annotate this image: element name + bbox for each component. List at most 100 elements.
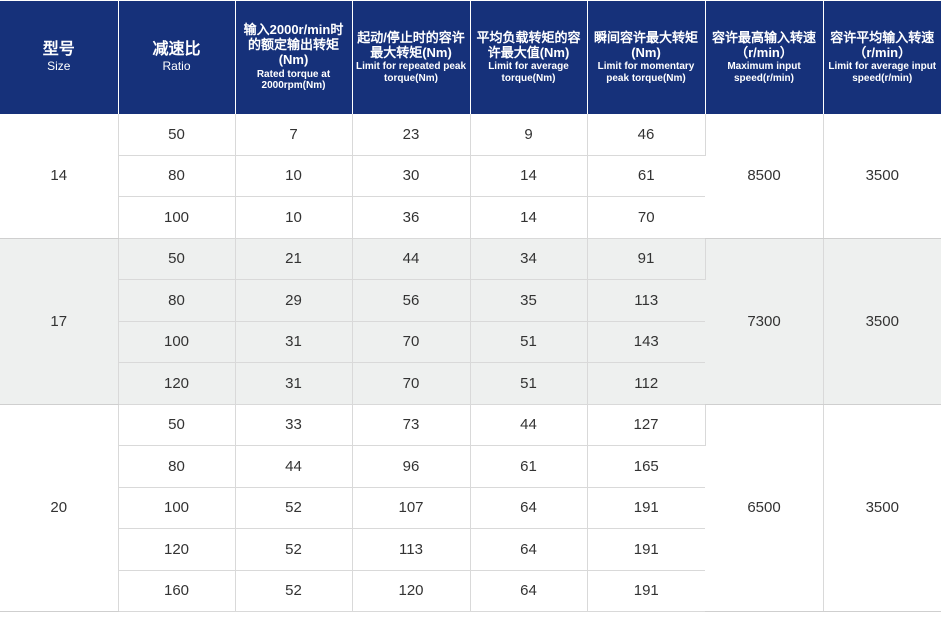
rated-torque-cell: 52 — [235, 528, 353, 571]
ratio-cell: 100 — [118, 196, 236, 239]
header-momentary-peak-cn: 瞬间容许最大转矩(Nm) — [593, 29, 698, 60]
average-torque-cell: 44 — [470, 404, 588, 446]
repeated-peak-cell: 23 — [352, 114, 471, 156]
rated-torque-cell: 10 — [235, 196, 353, 239]
momentary-peak-cell: 191 — [587, 487, 705, 529]
max-input-speed-cell: 7300 — [705, 238, 824, 405]
average-torque-cell: 9 — [470, 114, 588, 156]
repeated-peak-cell: 107 — [352, 487, 471, 529]
rated-torque-cell: 44 — [235, 445, 353, 488]
repeated-peak-cell: 96 — [352, 445, 471, 488]
ratio-cell: 50 — [118, 404, 236, 446]
max-input-speed-cell: 6500 — [705, 404, 824, 612]
momentary-peak-cell: 127 — [587, 404, 706, 446]
ratio-cell: 160 — [118, 570, 236, 612]
header-repeated-peak-en: Limit for repeated peak torque(Nm) — [355, 61, 467, 84]
repeated-peak-cell: 70 — [352, 362, 471, 405]
average-torque-cell: 51 — [470, 321, 588, 363]
header-row: 型号 Size 减速比 Ratio 输入2000r/min时的额定输出转矩(Nm… — [0, 1, 941, 114]
header-ratio-cn: 减速比 — [152, 40, 201, 58]
header-size-cn: 型号 — [42, 40, 75, 58]
repeated-peak-cell: 120 — [352, 570, 471, 612]
ratio-cell: 50 — [118, 114, 236, 156]
rated-torque-cell: 10 — [235, 155, 353, 197]
ratio-cell: 80 — [118, 445, 236, 488]
avg-input-speed-cell: 3500 — [823, 404, 941, 612]
momentary-peak-cell: 165 — [587, 445, 705, 488]
average-torque-cell: 14 — [470, 155, 588, 197]
table-row: 120 31 70 51 112 — [0, 362, 941, 405]
average-torque-cell: 64 — [470, 487, 588, 529]
rated-torque-cell: 31 — [235, 362, 353, 405]
table-row: 100 10 36 14 70 — [0, 196, 941, 239]
momentary-peak-cell: 112 — [587, 362, 705, 405]
repeated-peak-cell: 44 — [352, 238, 471, 280]
average-torque-cell: 64 — [470, 528, 588, 571]
header-rated-torque-en: Rated torque at 2000rpm(Nm) — [256, 68, 331, 92]
header-ratio: 减速比 Ratio — [118, 1, 236, 114]
rated-torque-cell: 52 — [235, 570, 353, 612]
table-row: 20 50 33 73 44 127 6500 3500 — [0, 404, 941, 612]
table-row: 100 52 107 64 191 — [0, 487, 941, 529]
repeated-peak-cell: 30 — [352, 155, 471, 197]
ratio-cell: 80 — [118, 279, 236, 322]
average-torque-cell: 64 — [470, 570, 588, 612]
header-max-input-speed: 容许最高输入转速（r/min） Maximum input speed(r/mi… — [705, 1, 824, 114]
momentary-peak-cell: 61 — [587, 155, 705, 197]
average-torque-cell: 35 — [470, 279, 588, 322]
header-avg-input-speed-cn: 容许平均输入转速（r/min） — [830, 29, 935, 60]
table-row: 160 52 120 64 191 — [0, 570, 941, 612]
momentary-peak-cell: 113 — [587, 279, 705, 322]
momentary-peak-cell: 70 — [587, 196, 705, 239]
ratio-cell: 100 — [118, 487, 236, 529]
table-row: 80 44 96 61 165 — [0, 445, 941, 488]
avg-input-speed-cell: 3500 — [823, 114, 941, 239]
momentary-peak-cell: 191 — [587, 528, 705, 571]
rated-torque-cell: 21 — [235, 238, 353, 280]
rated-torque-cell: 7 — [235, 114, 353, 156]
rated-torque-cell: 31 — [235, 321, 353, 363]
ratio-cell: 120 — [118, 362, 236, 405]
size-cell: 14 — [0, 114, 119, 239]
repeated-peak-cell: 113 — [352, 528, 471, 571]
size-cell: 17 — [0, 238, 119, 405]
table-row: 80 29 56 35 113 — [0, 279, 941, 322]
avg-input-speed-cell: 3500 — [823, 238, 941, 405]
header-momentary-peak: 瞬间容许最大转矩(Nm) Limit for momentary peak to… — [587, 1, 706, 114]
table-row: 120 52 113 64 191 — [0, 528, 941, 571]
header-repeated-peak-cn: 起动/停止时的容许最大转矩(Nm) — [357, 29, 465, 60]
rated-torque-cell: 33 — [235, 404, 353, 446]
ratio-cell: 100 — [118, 321, 236, 363]
max-input-speed-cell: 8500 — [705, 114, 824, 239]
header-average-torque-cn: 平均负载转矩的容许最大值(Nm) — [476, 29, 581, 60]
table-row: 80 10 30 14 61 — [0, 155, 941, 197]
average-torque-cell: 61 — [470, 445, 588, 488]
average-torque-cell: 14 — [470, 196, 588, 239]
ratio-cell: 80 — [118, 155, 236, 197]
header-ratio-en: Ratio — [162, 59, 191, 74]
repeated-peak-cell: 36 — [352, 196, 471, 239]
momentary-peak-cell: 143 — [587, 321, 705, 363]
header-avg-input-speed: 容许平均输入转速（r/min） Limit for average input … — [823, 1, 941, 114]
table-row: 17 50 21 44 34 91 7300 3500 — [0, 238, 941, 405]
average-torque-cell: 34 — [470, 238, 588, 280]
header-rated-torque-cn: 输入2000r/min时的额定输出转矩(Nm) — [243, 22, 344, 67]
rated-torque-cell: 29 — [235, 279, 353, 322]
header-repeated-peak: 起动/停止时的容许最大转矩(Nm) Limit for repeated pea… — [352, 1, 471, 114]
repeated-peak-cell: 70 — [352, 321, 471, 363]
header-average-torque: 平均负载转矩的容许最大值(Nm) Limit for average torqu… — [470, 1, 588, 114]
ratio-cell: 50 — [118, 238, 236, 280]
header-average-torque-en: Limit for average torque(Nm) — [488, 61, 569, 84]
size-cell: 20 — [0, 404, 119, 612]
ratio-cell: 120 — [118, 528, 236, 571]
repeated-peak-cell: 73 — [352, 404, 471, 446]
header-momentary-peak-en: Limit for momentary peak torque(Nm) — [597, 61, 695, 84]
momentary-peak-cell: 46 — [587, 114, 706, 156]
header-max-input-speed-cn: 容许最高输入转速（r/min） — [711, 29, 816, 60]
table-row: 100 31 70 51 143 — [0, 321, 941, 363]
momentary-peak-cell: 191 — [587, 570, 705, 612]
header-avg-input-speed-en: Limit for average input speed(r/min) — [828, 61, 937, 84]
repeated-peak-cell: 56 — [352, 279, 471, 322]
header-rated-torque: 输入2000r/min时的额定输出转矩(Nm) Rated torque at … — [235, 1, 353, 114]
